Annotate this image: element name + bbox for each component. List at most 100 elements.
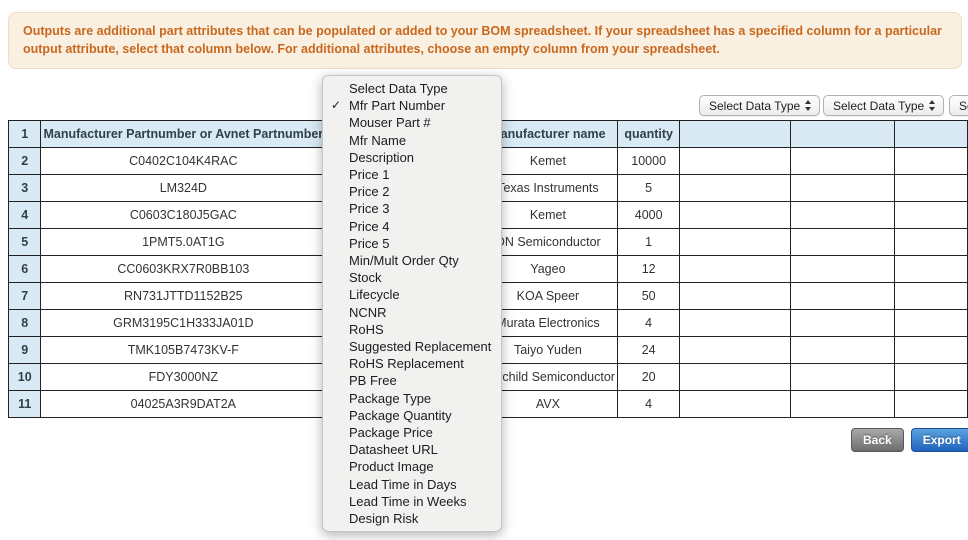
column-data-type-select-2[interactable]: Select Data Type xyxy=(823,95,944,116)
part-number-cell: 1PMT5.0AT1G xyxy=(40,228,327,256)
row-number-cell: 7 xyxy=(7,282,42,310)
menu-item[interactable]: Price 2 xyxy=(349,184,390,200)
empty-cell xyxy=(679,174,791,202)
menu-item[interactable]: PB Free xyxy=(349,373,397,389)
empty-cell xyxy=(894,336,968,364)
quantity-cell: 4 xyxy=(616,390,681,418)
empty-cell xyxy=(679,228,791,256)
check-icon: ✓ xyxy=(331,98,342,113)
empty-cell xyxy=(679,201,791,229)
header-empty-1 xyxy=(679,120,791,148)
menu-item[interactable]: Package Type xyxy=(349,390,432,406)
empty-cell xyxy=(789,255,896,283)
row-number-cell: 9 xyxy=(7,336,42,364)
select-arrows-icon xyxy=(805,100,812,112)
quantity-cell: 50 xyxy=(616,282,681,310)
menu-item[interactable]: Design Risk xyxy=(349,511,419,527)
part-number-cell: FDY3000NZ xyxy=(40,363,327,391)
empty-cell xyxy=(679,147,791,175)
quantity-cell: 24 xyxy=(616,336,681,364)
quantity-cell: 10000 xyxy=(616,147,681,175)
empty-cell xyxy=(679,255,791,283)
menu-item[interactable]: Product Image xyxy=(349,459,434,475)
quantity-cell: 20 xyxy=(616,363,681,391)
part-number-cell: C0402C104K4RAC xyxy=(40,147,327,175)
row-number-cell: 8 xyxy=(7,309,42,337)
menu-item[interactable]: Description xyxy=(349,149,415,165)
part-number-cell: C0603C180J5GAC xyxy=(40,201,327,229)
row-number-cell: 3 xyxy=(7,174,42,202)
empty-cell xyxy=(789,201,896,229)
empty-cell xyxy=(894,228,968,256)
menu-item[interactable]: Suggested Replacement xyxy=(349,339,492,355)
part-number-cell: GRM3195C1H333JA01D xyxy=(40,309,327,337)
empty-cell xyxy=(789,174,896,202)
empty-cell xyxy=(679,363,791,391)
menu-item[interactable]: NCNR xyxy=(349,304,387,320)
menu-item[interactable]: ✓ Mfr Part Number xyxy=(331,98,446,114)
empty-cell xyxy=(679,390,791,418)
empty-cell xyxy=(789,309,896,337)
header-quantity: quantity xyxy=(616,120,681,148)
menu-item[interactable]: Package Price xyxy=(349,425,433,441)
quantity-cell: 4 xyxy=(616,309,681,337)
header-row-number: 1 xyxy=(7,120,42,148)
back-button[interactable]: Back xyxy=(851,428,904,452)
menu-item[interactable]: Price 3 xyxy=(349,201,390,217)
quantity-cell: 1 xyxy=(616,228,681,256)
part-number-cell: 04025A3R9DAT2A xyxy=(40,390,327,418)
menu-item[interactable]: Datasheet URL xyxy=(349,442,438,458)
outputs-info-banner: Outputs are additional part attributes t… xyxy=(8,12,962,69)
menu-item[interactable]: Package Quantity xyxy=(349,407,452,423)
empty-cell xyxy=(894,174,968,202)
empty-cell xyxy=(894,390,968,418)
empty-cell xyxy=(894,309,968,337)
menu-item[interactable]: Lifecycle xyxy=(349,287,400,303)
row-number-cell: 5 xyxy=(7,228,42,256)
select-value: Select Data Type xyxy=(833,98,925,113)
quantity-cell: 4000 xyxy=(616,201,681,229)
row-number-cell: 4 xyxy=(7,201,42,229)
menu-item[interactable]: Mouser Part # xyxy=(349,115,431,131)
part-number-cell: CC0603KRX7R0BB103 xyxy=(40,255,327,283)
part-number-cell: RN731JTTD1152B25 xyxy=(40,282,327,310)
empty-cell xyxy=(789,228,896,256)
row-number-cell: 10 xyxy=(7,363,42,391)
menu-item[interactable]: Price 1 xyxy=(349,167,390,183)
menu-item[interactable]: Lead Time in Weeks xyxy=(349,493,467,509)
select-value: Select Data Type xyxy=(959,98,968,113)
header-partnumber: Manufacturer Partnumber or Avnet Partnum… xyxy=(40,120,327,148)
action-buttons: Back Export xyxy=(851,428,968,452)
menu-item[interactable]: RoHS Replacement xyxy=(349,356,464,372)
empty-cell xyxy=(679,336,791,364)
empty-cell xyxy=(679,309,791,337)
column-data-type-select-3[interactable]: Select Data Type xyxy=(949,95,968,116)
row-number-cell: 11 xyxy=(7,390,42,418)
menu-item[interactable]: Price 4 xyxy=(349,218,390,234)
empty-cell xyxy=(894,282,968,310)
menu-item[interactable]: Mfr Name xyxy=(349,132,407,148)
quantity-cell: 5 xyxy=(616,174,681,202)
menu-item[interactable]: Price 5 xyxy=(349,235,390,251)
part-number-cell: LM324D xyxy=(40,174,327,202)
menu-item[interactable]: Stock xyxy=(349,270,382,286)
header-empty-2 xyxy=(789,120,896,148)
empty-cell xyxy=(894,363,968,391)
empty-cell xyxy=(894,255,968,283)
select-value: Select Data Type xyxy=(709,98,801,113)
empty-cell xyxy=(679,282,791,310)
row-number-cell: 6 xyxy=(7,255,42,283)
menu-item[interactable]: Select Data Type xyxy=(349,81,448,96)
quantity-cell: 12 xyxy=(616,255,681,283)
empty-cell xyxy=(789,336,896,364)
data-type-menu: Select Data Type ✓ Mfr Part Number Mouser… xyxy=(322,75,502,533)
menu-item[interactable]: Min/Mult Order Qty xyxy=(349,253,459,269)
empty-cell xyxy=(894,147,968,175)
empty-cell xyxy=(894,201,968,229)
menu-item[interactable]: RoHS xyxy=(349,321,384,337)
column-data-type-select-1[interactable]: Select Data Type xyxy=(699,95,820,116)
row-number-cell: 2 xyxy=(7,147,42,175)
menu-item[interactable]: Lead Time in Days xyxy=(349,476,457,492)
empty-cell xyxy=(789,390,896,418)
export-button[interactable]: Export xyxy=(910,428,968,452)
